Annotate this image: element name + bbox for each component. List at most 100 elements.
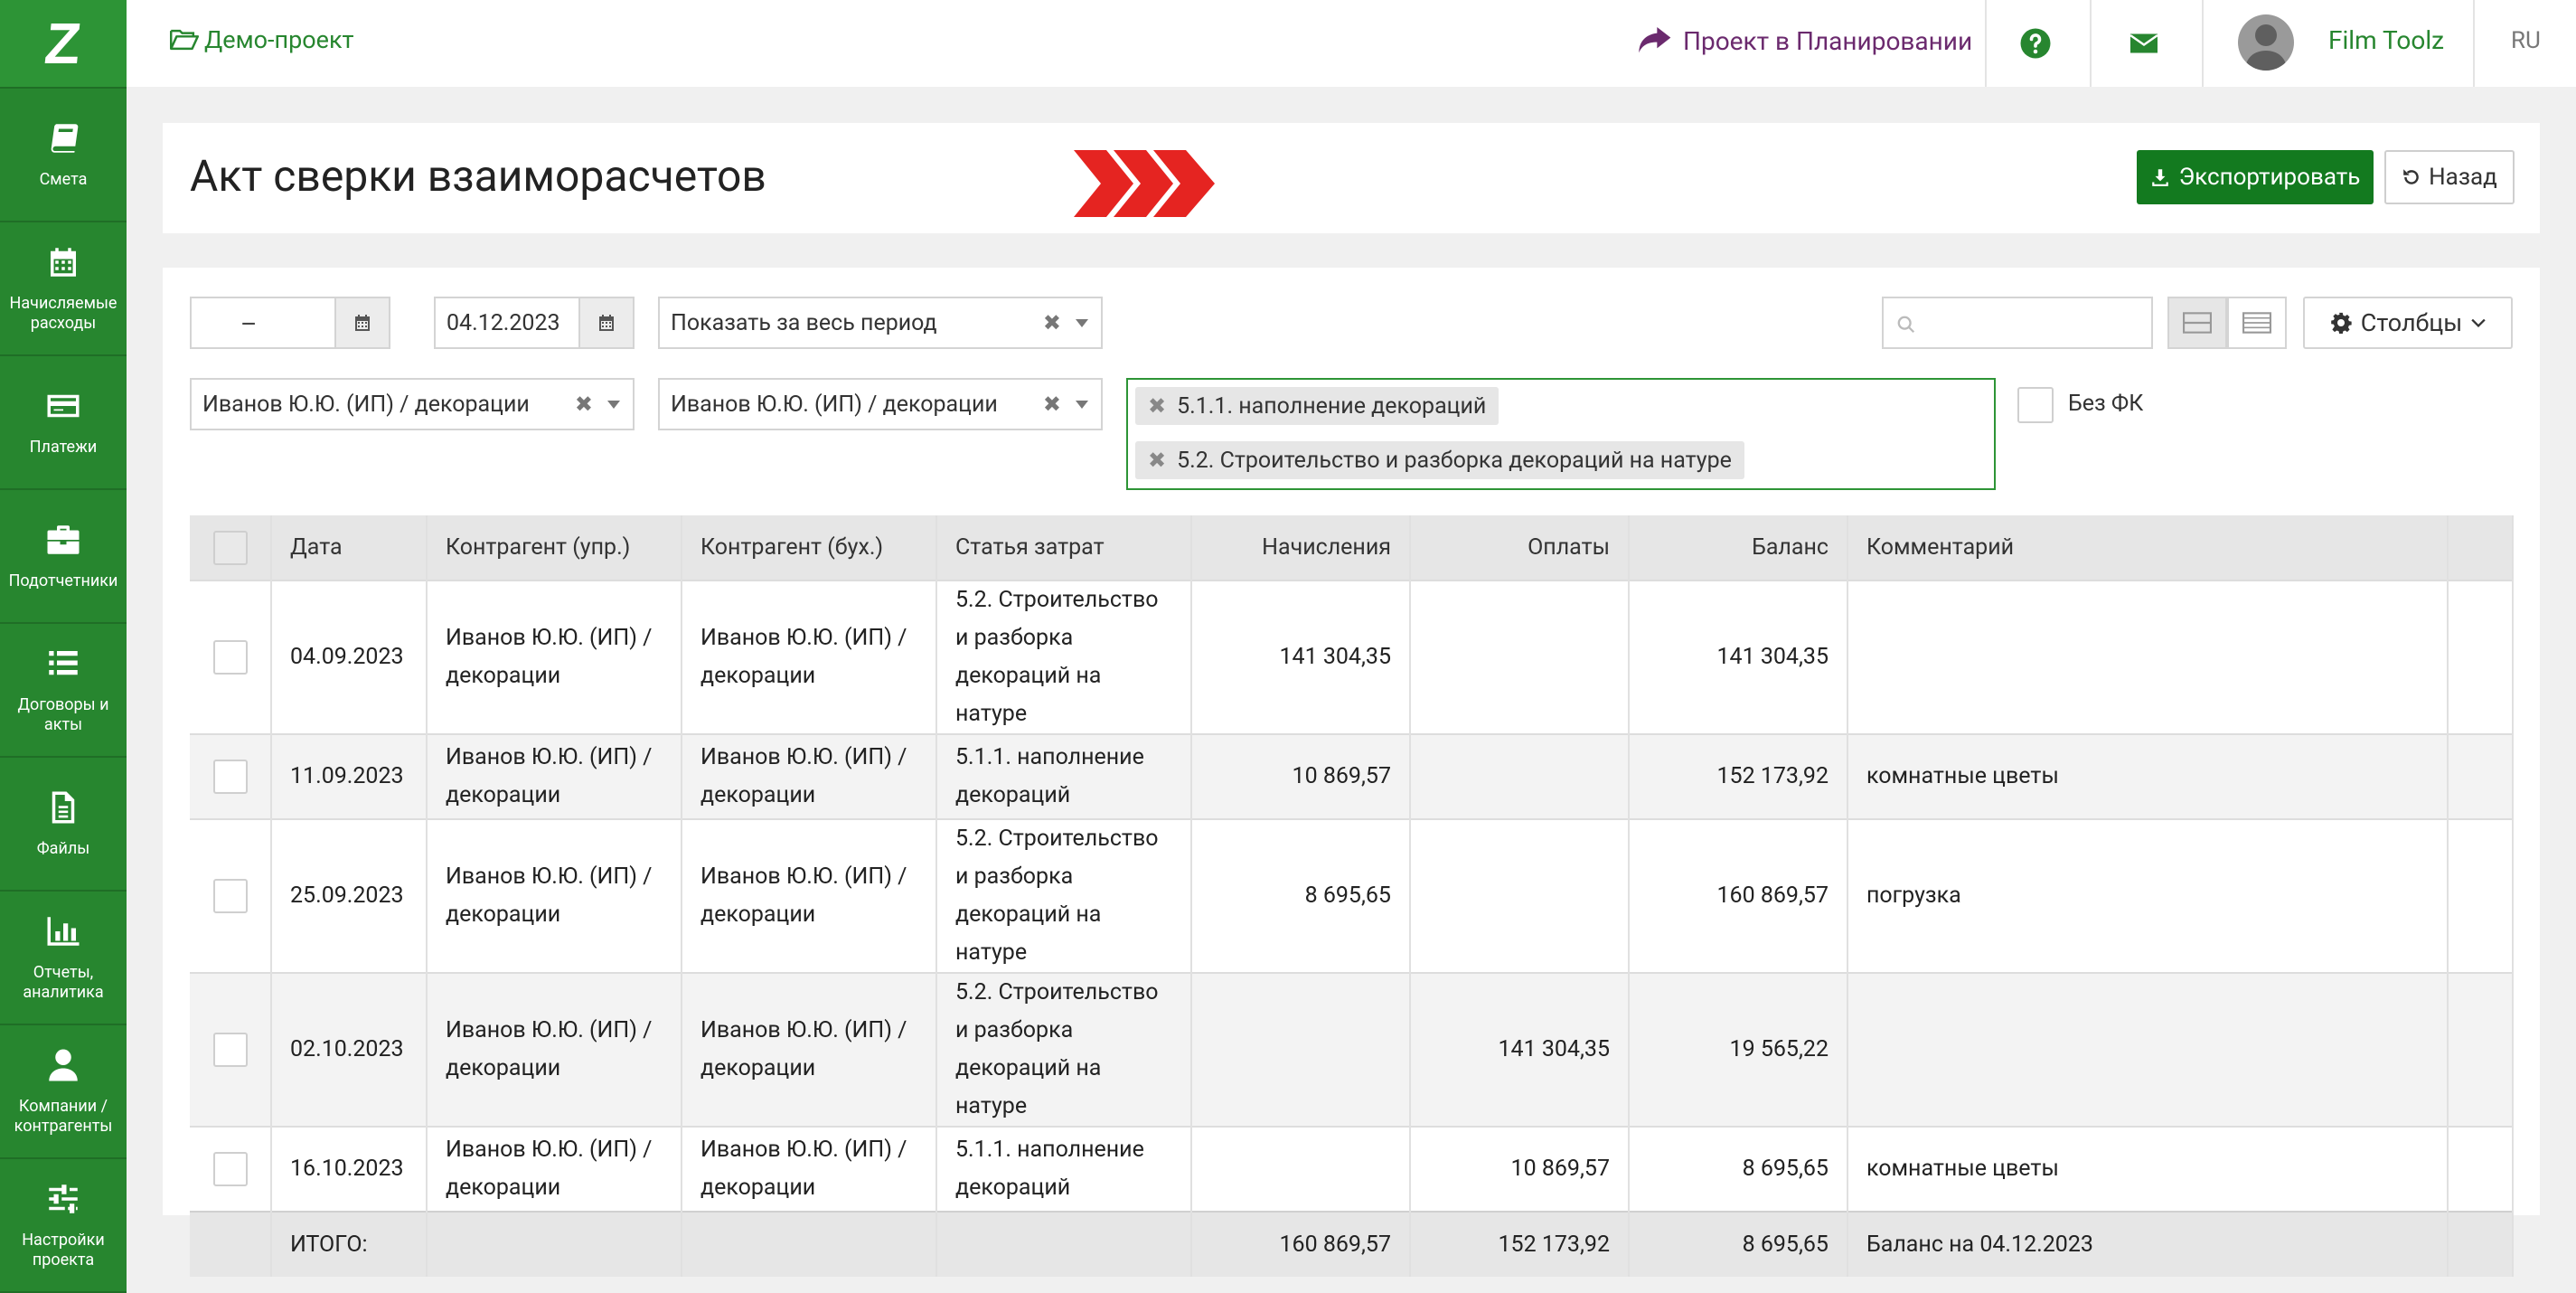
column-header-counterparty-acc[interactable]: Контрагент (бух.) [682, 515, 937, 580]
table-total-row: ИТОГО: 160 869,57 152 173,92 8 695,65 Ба… [190, 1211, 2514, 1277]
app-logo[interactable]: Z [0, 0, 127, 89]
counterparty-acc-select[interactable]: Иванов Ю.Ю. (ИП) / декорации ✖ [658, 378, 1103, 430]
user-silhouette-icon [2245, 24, 2287, 71]
column-header-counterparty-mgmt[interactable]: Контрагент (упр.) [427, 515, 682, 580]
counterparty-mgmt-select[interactable]: Иванов Ю.Ю. (ИП) / декорации ✖ [190, 378, 635, 430]
table-row[interactable]: 04.09.2023 Иванов Ю.Ю. (ИП) / декорации … [190, 580, 2514, 734]
remove-tag-icon[interactable]: ✖ [1148, 393, 1167, 419]
cell-payment [1410, 734, 1630, 819]
cell-payment: 10 869,57 [1410, 1127, 1630, 1212]
sidebar-item-label: Смета [39, 170, 88, 189]
cell-cost-article: 5.1.1. наполнение декораций [936, 734, 1192, 819]
cell-comment [1847, 973, 2449, 1127]
select-all-checkbox[interactable] [212, 530, 248, 565]
view-dense-button[interactable] [2227, 297, 2287, 349]
cell-balance: 19 565,22 [1629, 973, 1848, 1127]
row-checkbox[interactable] [212, 1152, 248, 1186]
cell-date: 02.10.2023 [271, 973, 428, 1127]
calendar-button[interactable] [334, 298, 389, 347]
sidebar-item-accrued-expenses[interactable]: Начисляемые расходы [0, 222, 127, 356]
language-switcher[interactable]: RU [2511, 27, 2541, 54]
column-header-accruals[interactable]: Начисления [1191, 515, 1411, 580]
date-to-input[interactable]: 04.12.2023 [434, 297, 635, 349]
period-select[interactable]: Показать за весь период ✖ [658, 297, 1103, 349]
cell-counterparty-mgmt: Иванов Ю.Ю. (ИП) / декорации [427, 973, 682, 1127]
columns-button[interactable]: Столбцы [2303, 297, 2513, 349]
cell-extra [2448, 973, 2514, 1127]
cell-payment [1410, 580, 1630, 734]
table-row[interactable]: 02.10.2023 Иванов Ю.Ю. (ИП) / декорации … [190, 973, 2514, 1127]
column-header-comment[interactable]: Комментарий [1847, 515, 2449, 580]
briefcase-icon [47, 525, 80, 554]
cost-article-tag: ✖ 5.1.1. наполнение декораций [1135, 387, 1500, 425]
back-button[interactable]: Назад [2384, 150, 2515, 204]
cell-accrual: 8 695,65 [1191, 819, 1411, 973]
share-arrow-icon [1639, 27, 1671, 53]
cell-extra [2448, 819, 2514, 973]
sidebar-item-payments[interactable]: Платежи [0, 356, 127, 490]
date-from-input[interactable] [190, 297, 390, 349]
cell-counterparty-acc: Иванов Ю.Ю. (ИП) / декорации [682, 819, 937, 973]
clear-icon[interactable]: ✖ [1042, 310, 1061, 335]
total-accrual: 160 869,57 [1191, 1211, 1411, 1277]
calendar-icon [355, 315, 370, 331]
cell-counterparty-acc: Иванов Ю.Ю. (ИП) / декорации [682, 1127, 937, 1212]
cell-balance: 160 869,57 [1629, 819, 1848, 973]
table-row[interactable]: 11.09.2023 Иванов Ю.Ю. (ИП) / декорации … [190, 734, 2514, 819]
sidebar-item-contracts[interactable]: Договоры и акты [0, 624, 127, 758]
column-header-payments[interactable]: Оплаты [1410, 515, 1630, 580]
calendar-icon [51, 248, 76, 277]
folder-open-icon [170, 29, 199, 51]
calendar-button[interactable] [578, 298, 633, 347]
export-button[interactable]: Экспортировать [2137, 150, 2374, 204]
sidebar-item-estimate[interactable]: Смета [0, 89, 127, 222]
cell-counterparty-acc: Иванов Ю.Ю. (ИП) / декорации [682, 580, 937, 734]
select-all-cell [190, 515, 272, 580]
undo-icon [2403, 169, 2419, 184]
column-header-extra [2448, 515, 2514, 580]
row-checkbox[interactable] [212, 760, 248, 794]
search-input[interactable] [1882, 297, 2153, 349]
cost-article-multiselect[interactable]: ✖ 5.1.1. наполнение декораций ✖ 5.2. Стр… [1126, 378, 1996, 490]
no-fk-label: Без ФК [2068, 391, 2144, 417]
remove-tag-icon[interactable]: ✖ [1148, 448, 1167, 473]
table-row[interactable]: 16.10.2023 Иванов Ю.Ю. (ИП) / декорации … [190, 1127, 2514, 1212]
cell-date: 11.09.2023 [271, 734, 428, 819]
sidebar-item-reports[interactable]: Отчеты, аналитика [0, 892, 127, 1025]
cell-date: 16.10.2023 [271, 1127, 428, 1212]
column-header-balance[interactable]: Баланс [1629, 515, 1848, 580]
avatar[interactable] [2238, 14, 2294, 71]
cell-cost-article: 5.2. Строительство и разборка декораций … [936, 580, 1192, 734]
column-header-date[interactable]: Дата [271, 515, 428, 580]
sidebar-item-label: Начисляемые расходы [9, 294, 118, 333]
cell-counterparty-acc: Иванов Ю.Ю. (ИП) / декорации [682, 973, 937, 1127]
column-header-cost-article[interactable]: Статья затрат [936, 515, 1192, 580]
sidebar-item-accountables[interactable]: Подотчетники [0, 490, 127, 624]
list-icon [49, 651, 78, 675]
table-row[interactable]: 25.09.2023 Иванов Ю.Ю. (ИП) / декорации … [190, 819, 2514, 973]
row-checkbox[interactable] [212, 879, 248, 913]
clear-icon[interactable]: ✖ [574, 392, 593, 417]
sidebar-item-companies[interactable]: Компании / контрагенты [0, 1025, 127, 1159]
row-checkbox[interactable] [212, 640, 248, 675]
view-compact-button[interactable] [2167, 297, 2227, 349]
clear-icon[interactable]: ✖ [1042, 392, 1061, 417]
project-link[interactable]: Демо-проект [170, 25, 354, 54]
chevron-down-icon [2471, 318, 2486, 328]
cost-article-tag: ✖ 5.2. Строительство и разборка декораци… [1135, 441, 1744, 479]
cell-comment: погрузка [1847, 819, 2449, 973]
sidebar-item-settings[interactable]: Настройки проекта [0, 1159, 127, 1293]
user-name[interactable]: Film Toolz [2328, 25, 2445, 55]
no-fk-checkbox[interactable] [2017, 387, 2054, 423]
sidebar-item-label: Подотчетники [8, 571, 118, 590]
help-icon[interactable] [2019, 27, 2052, 60]
calendar-icon [599, 315, 614, 331]
divider [2202, 0, 2204, 87]
project-status-link[interactable]: Проект в Планировании [1636, 25, 1972, 56]
envelope-icon[interactable] [2128, 27, 2160, 60]
sidebar-item-files[interactable]: Файлы [0, 758, 127, 892]
credit-card-icon [47, 394, 80, 418]
divider [2090, 0, 2092, 87]
cell-balance: 141 304,35 [1629, 580, 1848, 734]
row-checkbox[interactable] [212, 1033, 248, 1067]
